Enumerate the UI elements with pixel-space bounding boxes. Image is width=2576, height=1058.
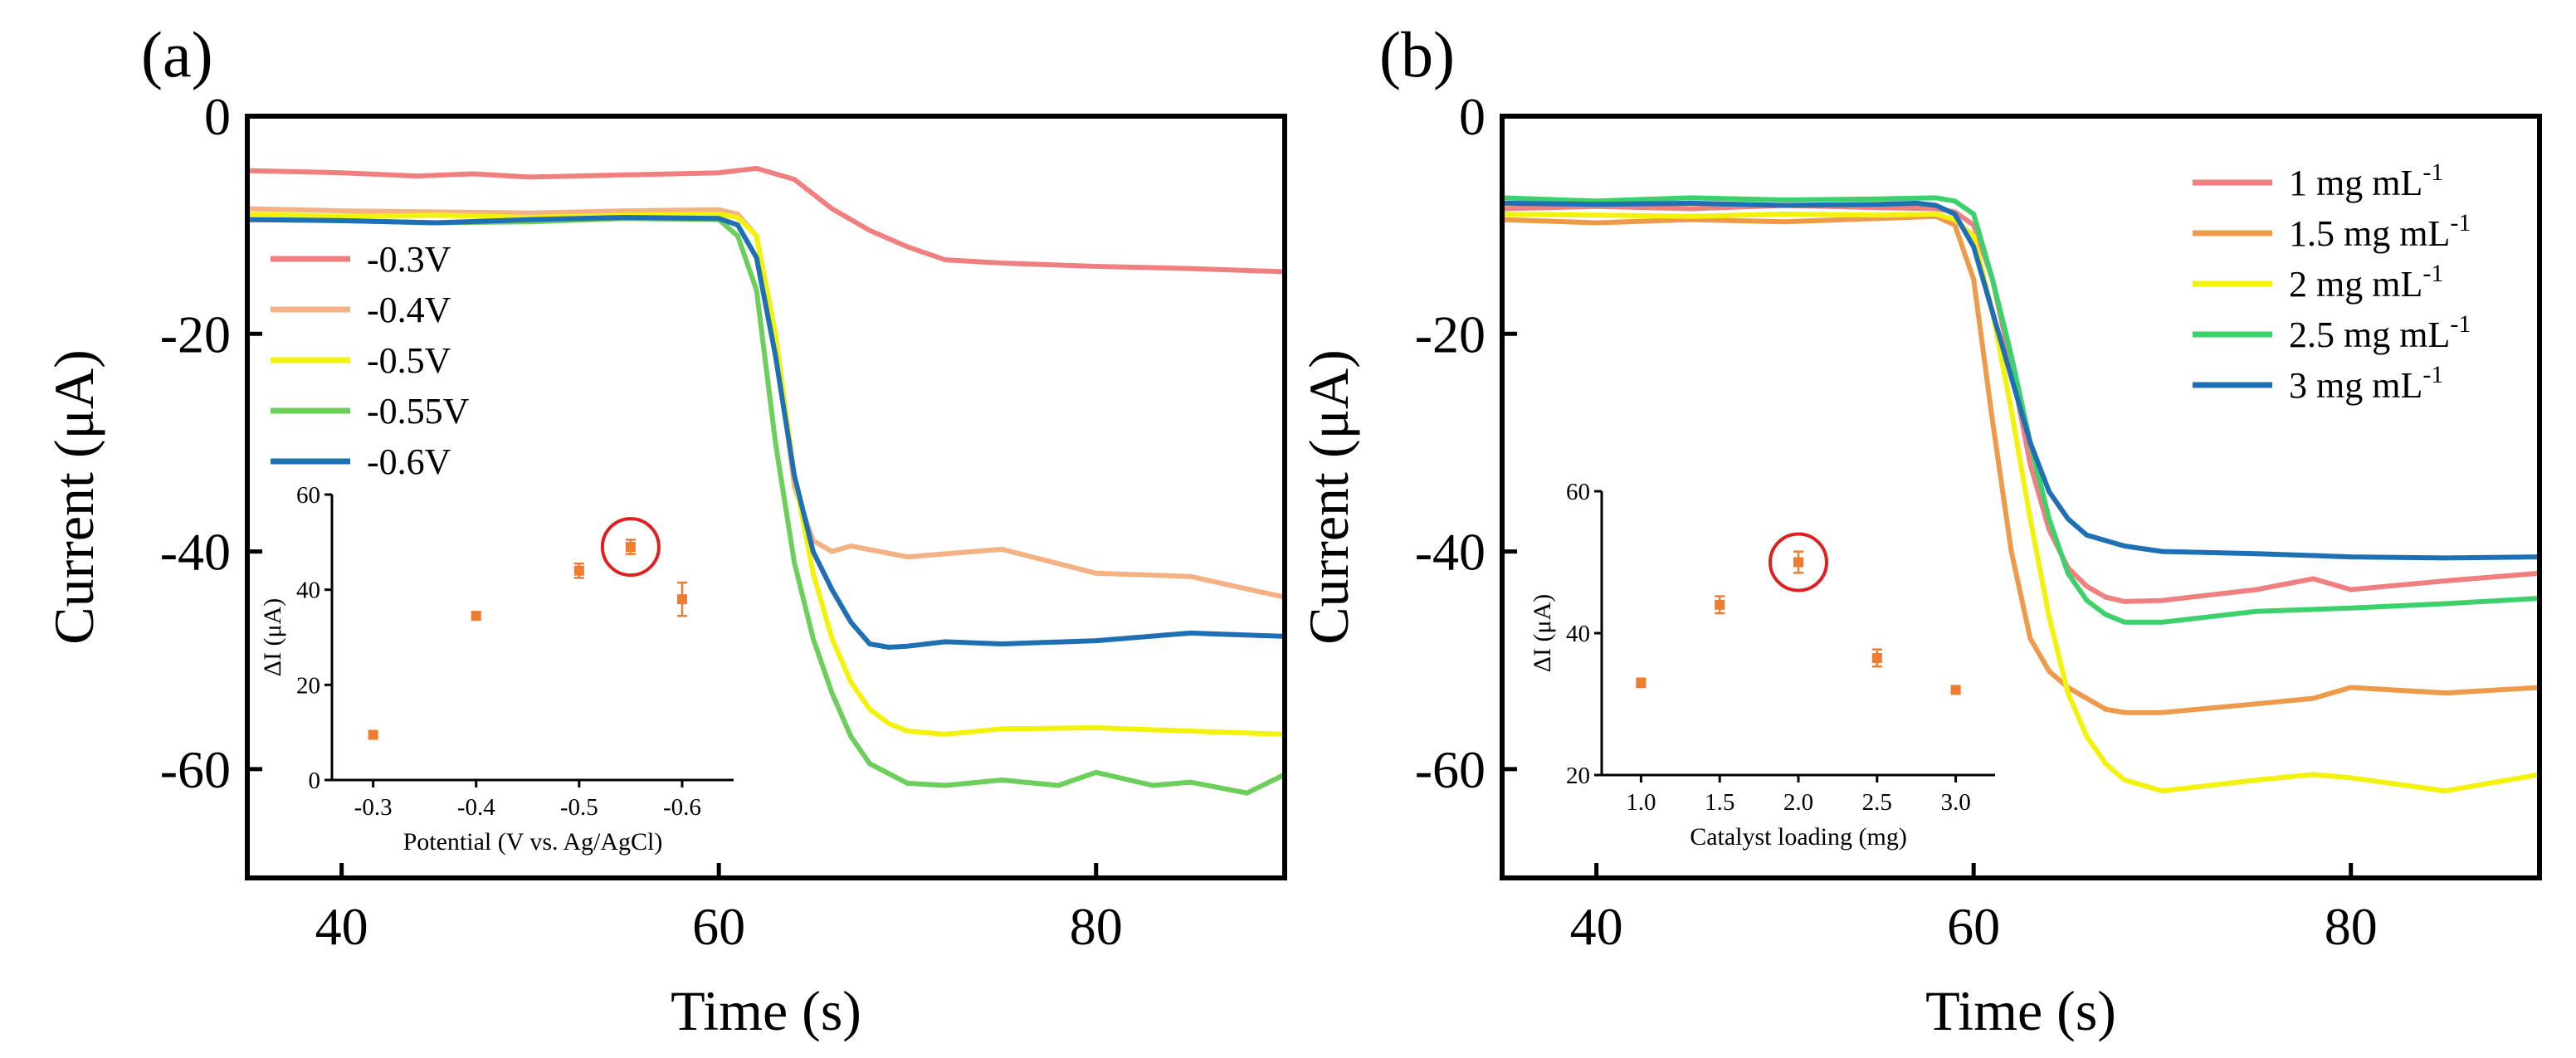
series-line-5 — [245, 215, 1287, 650]
inset-y-tick-label: 20 — [1566, 763, 1590, 789]
inset-x-tick-label: -0.3 — [354, 794, 393, 821]
legend-label: 1.5 mg mL-1 — [2289, 209, 2471, 254]
series-line-2 — [1500, 213, 2542, 715]
legend-label: -0.4V — [367, 290, 451, 330]
series-line-5 — [1500, 200, 2542, 561]
x-tick-label: 80 — [1070, 897, 1123, 956]
inset-data-point — [1715, 599, 1725, 610]
series-line-3 — [1500, 212, 2542, 794]
y-tick-label: -60 — [1415, 740, 1486, 799]
legend-label: -0.3V — [367, 239, 451, 280]
panel-a: (a) 40 60 80 0 -20 -40 -60 Time (s) Current (μA) -… — [42, 18, 1287, 1042]
inset-chart: -0.3 -0.4 -0.5 -0.6 0 20 40 60 Potential (V vs. … — [259, 482, 734, 856]
y-axis-title: Current (μA) — [1297, 349, 1360, 645]
inset-data-point — [573, 565, 584, 576]
legend-superscript: -1 — [2450, 209, 2471, 236]
inset-data-point — [676, 594, 687, 605]
inset-x-tick-label: 3.0 — [1940, 789, 1970, 816]
highlight-circle — [600, 517, 661, 578]
legend-superscript: -1 — [2450, 310, 2471, 338]
y-tick-label: -40 — [1415, 523, 1486, 582]
x-tick-label: 80 — [2325, 897, 2378, 956]
legend: -0.3V -0.4V -0.5V -0.55V -0.6V — [271, 239, 470, 482]
highlight-circle — [1769, 532, 1828, 592]
y-tick-label: -20 — [160, 305, 231, 363]
x-tick-label: 60 — [692, 897, 745, 956]
inset-x-tick-label: -0.5 — [560, 794, 598, 821]
x-axis-title: Time (s) — [671, 979, 861, 1042]
y-axis-title: Current (μA) — [42, 349, 105, 645]
inset-x-axis-title: Potential (V vs. Ag/AgCl) — [403, 828, 663, 856]
legend-label: 2.5 mg mL-1 — [2289, 310, 2471, 355]
inset-y-tick-label: 20 — [296, 672, 320, 699]
inset-data-point — [1636, 677, 1647, 688]
y-tick-label: -60 — [160, 740, 231, 799]
inset-data-point — [1950, 685, 1961, 695]
inset-y-tick-label: 60 — [1566, 479, 1590, 505]
x-tick-label: 40 — [1570, 897, 1623, 956]
inset-x-tick-label: -0.4 — [457, 794, 495, 821]
inset-y-axis-title: ΔI (μA) — [1529, 594, 1556, 673]
legend: 1 mg mL-1 1.5 mg mL-1 2 mg mL-1 2.5 mg mL-1… — [2193, 158, 2471, 406]
inset-y-tick-label: 60 — [296, 482, 320, 509]
legend-label: -0.55V — [367, 391, 470, 431]
y-tick-label: -20 — [1415, 305, 1486, 363]
inset-x-tick-label: -0.6 — [663, 794, 701, 821]
series-line-1 — [245, 165, 1287, 275]
x-axis-title: Time (s) — [1925, 979, 2116, 1042]
legend-label: 1 mg mL-1 — [2289, 158, 2443, 203]
inset-y-axis-title: ΔI (μA) — [259, 598, 286, 677]
y-tick-label: -40 — [160, 523, 231, 582]
inset-y-tick-label: 0 — [309, 768, 321, 794]
panel-label: (b) — [1379, 18, 1455, 90]
inset-x-tick-label: 1.5 — [1705, 789, 1734, 816]
inset-data-point — [1871, 652, 1882, 663]
y-tick-label: 0 — [204, 87, 231, 146]
inset-chart: 1.0 1.5 2.0 2.5 3.0 20 40 60 Catalyst loading (m… — [1529, 479, 1995, 851]
legend-label: 3 mg mL-1 — [2289, 361, 2443, 406]
inset-y-tick-label: 40 — [1566, 621, 1590, 647]
plot-frame — [1500, 114, 2542, 880]
x-tick-label: 40 — [315, 897, 368, 956]
legend-superscript: -1 — [2422, 260, 2443, 287]
legend-label: 2 mg mL-1 — [2289, 260, 2443, 305]
legend-label: -0.6V — [367, 441, 451, 482]
x-tick-label: 60 — [1947, 897, 2000, 956]
inset-x-tick-label: 2.5 — [1862, 789, 1892, 816]
legend-label: -0.5V — [367, 340, 451, 381]
inset-data-point — [1793, 557, 1803, 568]
inset-x-axis-title: Catalyst loading (mg) — [1690, 823, 1907, 851]
panel-b: (b) 40 60 80 0 -20 -40 -60 Time (s) Current (μA) 1… — [1297, 18, 2542, 1042]
plot-frame — [245, 114, 1287, 880]
y-tick-label: 0 — [1459, 87, 1486, 146]
inset-x-tick-label: 1.0 — [1626, 789, 1656, 816]
legend-superscript: -1 — [2422, 361, 2443, 388]
inset-data-point — [368, 729, 378, 740]
panel-label: (a) — [141, 18, 213, 90]
legend-superscript: -1 — [2422, 158, 2443, 186]
inset-x-tick-label: 2.0 — [1783, 789, 1813, 816]
inset-y-tick-label: 40 — [296, 578, 320, 604]
inset-data-point — [625, 542, 636, 553]
inset-data-point — [471, 611, 481, 622]
